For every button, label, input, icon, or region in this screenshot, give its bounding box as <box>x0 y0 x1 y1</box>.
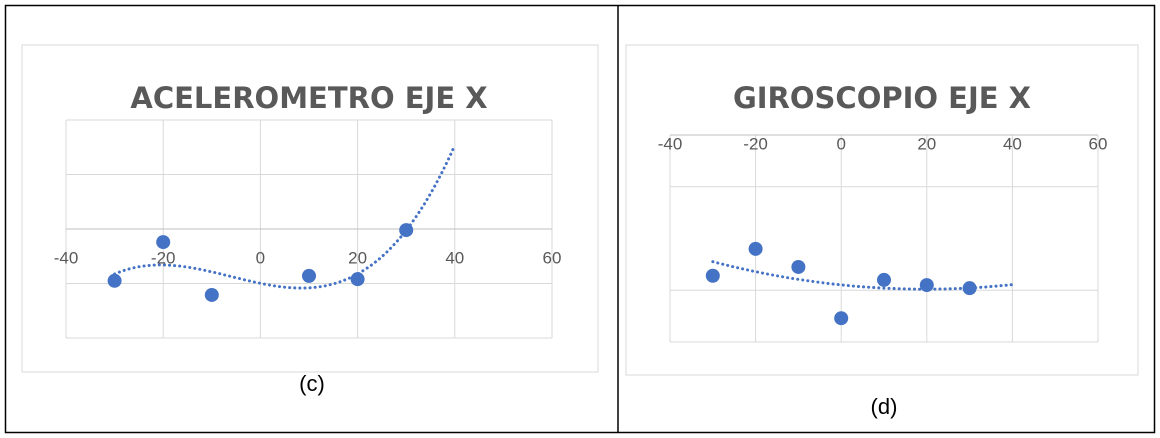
x-tick-label: 0 <box>256 248 265 267</box>
x-tick-label: -20 <box>743 134 768 153</box>
chart-frame <box>625 44 1139 376</box>
point <box>204 287 219 302</box>
x-tick-label: 60 <box>1089 134 1108 153</box>
caption: (c) <box>299 371 325 396</box>
x-tick-label: -20 <box>151 248 176 267</box>
table-border <box>4 4 1156 434</box>
trendline <box>711 260 1014 291</box>
caption: (d) <box>871 394 898 419</box>
chart-title: GIROSCOPIO EJE X <box>733 81 1031 115</box>
x-tick-label: -40 <box>54 248 79 267</box>
point <box>705 268 720 283</box>
point <box>834 311 849 326</box>
point <box>350 272 365 287</box>
x-tick-label: -40 <box>658 134 683 153</box>
x-tick-label: 40 <box>1003 134 1022 153</box>
point <box>156 235 171 250</box>
point <box>791 259 806 274</box>
x-tick-label: 20 <box>348 248 367 267</box>
chart-title: ACELEROMETRO EJE X <box>130 81 487 115</box>
point <box>107 273 122 288</box>
point <box>877 272 891 287</box>
x-tick-label: 0 <box>836 134 845 153</box>
trendline <box>113 143 457 290</box>
x-tick-label: 60 <box>543 248 562 267</box>
x-tick-label: 40 <box>445 248 464 267</box>
chart-frame <box>21 44 599 373</box>
x-tick-label: 20 <box>917 134 936 153</box>
point <box>399 223 414 238</box>
point <box>962 281 977 296</box>
point <box>748 241 763 256</box>
point <box>302 268 316 283</box>
point <box>919 278 934 293</box>
